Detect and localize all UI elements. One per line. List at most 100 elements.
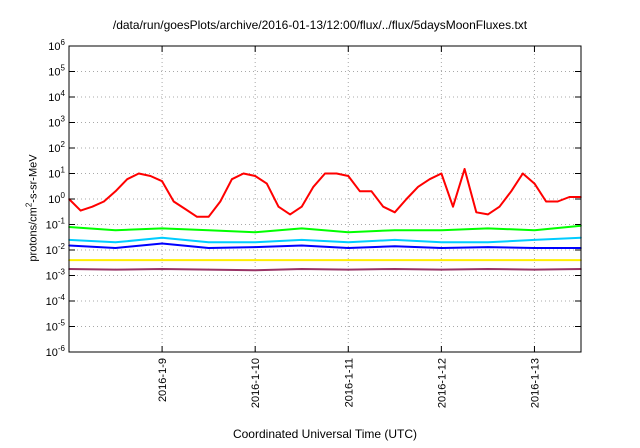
data-point bbox=[347, 175, 350, 177]
x-axis-title: Coordinated Universal Time (UTC) bbox=[232, 427, 418, 441]
data-point bbox=[510, 190, 512, 193]
data-point bbox=[347, 268, 350, 271]
series-line bbox=[68, 242, 581, 249]
data-point bbox=[533, 229, 536, 231]
data-point bbox=[533, 247, 536, 249]
data-point bbox=[172, 200, 175, 203]
data-point bbox=[440, 229, 443, 231]
data-point bbox=[440, 259, 443, 261]
data-point bbox=[440, 172, 443, 175]
data-point bbox=[347, 241, 350, 244]
data-point bbox=[300, 227, 303, 230]
y-axis-title-prefix: protons/cm bbox=[27, 207, 40, 262]
data-point bbox=[207, 268, 210, 271]
series-line bbox=[68, 224, 582, 234]
data-point bbox=[184, 208, 187, 210]
series-1 bbox=[68, 224, 582, 234]
y-tick-label: 10-6 bbox=[46, 344, 66, 359]
data-point bbox=[149, 175, 152, 177]
data-point bbox=[254, 241, 256, 244]
y-axis-title-suffix: -s-sr-MeV bbox=[27, 154, 40, 203]
chart-title: /data/run/goesPlots/archive/2016-01-13/1… bbox=[112, 18, 528, 32]
series-5 bbox=[68, 268, 582, 272]
data-point bbox=[312, 186, 315, 188]
data-point bbox=[347, 231, 350, 233]
series-3 bbox=[68, 242, 582, 249]
data-point bbox=[417, 186, 419, 188]
data-point bbox=[440, 241, 443, 244]
y-tick-label: 102 bbox=[48, 140, 65, 155]
y-tick-label: 104 bbox=[48, 89, 65, 104]
data-point bbox=[161, 259, 163, 261]
series-line bbox=[68, 236, 582, 244]
tick-labels: 10-6 10-5 10-4 10-3 10-2 10-1 100 101 102 103 104 1… bbox=[46, 38, 542, 408]
data-point bbox=[463, 168, 466, 170]
data-point bbox=[114, 268, 117, 271]
data-point bbox=[196, 216, 198, 218]
data-point bbox=[545, 200, 547, 203]
y-tick-label: 101 bbox=[48, 166, 65, 181]
data-point bbox=[347, 259, 350, 261]
data-point bbox=[487, 268, 489, 270]
data-point bbox=[161, 180, 163, 182]
data-point bbox=[487, 246, 489, 248]
data-point bbox=[533, 259, 536, 261]
series-0 bbox=[68, 168, 582, 218]
y-axis-title-sup: 2 bbox=[24, 202, 34, 208]
data-point bbox=[475, 211, 478, 214]
data-point bbox=[440, 247, 443, 249]
data-point bbox=[207, 216, 210, 218]
data-point bbox=[79, 209, 82, 212]
series-2 bbox=[68, 236, 582, 244]
data-point bbox=[219, 200, 222, 203]
data-point bbox=[440, 268, 443, 271]
y-tick-label: 103 bbox=[48, 115, 65, 130]
data-point bbox=[91, 205, 94, 208]
data-point bbox=[300, 239, 303, 241]
data-point bbox=[242, 172, 245, 175]
data-point bbox=[556, 200, 559, 203]
data-point bbox=[289, 213, 291, 216]
data-point bbox=[394, 239, 396, 241]
data-point bbox=[370, 190, 373, 193]
series-lines bbox=[68, 168, 582, 272]
x-tick-label: 2016-1-13 bbox=[529, 358, 541, 408]
y-tick-label: 10-3 bbox=[46, 268, 66, 283]
data-point bbox=[161, 237, 163, 239]
data-point bbox=[533, 268, 536, 271]
data-point bbox=[231, 178, 233, 180]
axis-ticks bbox=[69, 45, 581, 353]
data-point bbox=[394, 268, 396, 270]
data-point bbox=[487, 227, 489, 230]
data-point bbox=[207, 229, 210, 231]
data-point bbox=[266, 182, 268, 185]
data-point bbox=[300, 205, 303, 208]
data-point bbox=[114, 190, 117, 193]
data-point bbox=[568, 196, 571, 198]
series-line bbox=[68, 268, 582, 272]
y-tick-label: 100 bbox=[48, 191, 65, 206]
data-point bbox=[114, 229, 117, 231]
data-point bbox=[533, 239, 536, 241]
x-tick-label: 2016-1-9 bbox=[157, 358, 169, 402]
data-point bbox=[300, 244, 303, 247]
x-tick-label: 2016-1-10 bbox=[250, 358, 262, 408]
data-point bbox=[382, 205, 385, 208]
data-point bbox=[254, 259, 256, 261]
data-point bbox=[533, 182, 536, 185]
y-tick-label: 106 bbox=[48, 38, 65, 53]
data-point bbox=[126, 178, 128, 180]
data-point bbox=[207, 241, 210, 244]
data-point bbox=[347, 247, 350, 249]
data-point bbox=[254, 175, 256, 177]
data-point bbox=[324, 172, 326, 175]
data-point bbox=[394, 245, 396, 248]
y-tick-label: 10-4 bbox=[46, 293, 66, 308]
data-point bbox=[161, 242, 163, 245]
data-point bbox=[277, 205, 280, 208]
y-tick-label: 10-5 bbox=[46, 319, 66, 334]
data-point bbox=[207, 247, 210, 249]
x-tick-label: 2016-1-12 bbox=[436, 358, 448, 408]
data-point bbox=[161, 227, 163, 230]
data-point bbox=[394, 211, 396, 214]
